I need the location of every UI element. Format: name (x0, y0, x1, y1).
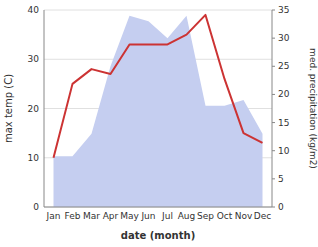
y-tick-label: 40 (28, 5, 40, 15)
x-tick-label: Sep (197, 211, 214, 221)
y-tick-label: 20 (28, 104, 40, 114)
y-tick-label: 0 (33, 202, 39, 212)
x-tick-label: Dec (254, 211, 271, 221)
y2-tick-label: 35 (278, 5, 289, 15)
y2-axis-line (272, 10, 273, 207)
precip-area (54, 16, 263, 207)
chart: 01020304005101520253035JanFebMarAprMayJu… (0, 0, 318, 247)
x-tick-label: Jun (140, 211, 155, 221)
y-axis-line (44, 10, 45, 207)
x-tick-label: Aug (178, 211, 196, 221)
x-tick-label: Jul (161, 211, 173, 221)
y2-tick-label: 25 (278, 61, 289, 71)
x-axis-title: date (month) (121, 230, 195, 241)
plot-area (54, 15, 263, 207)
y-axis-title: max temp (C) (3, 74, 14, 143)
grid-line (44, 10, 272, 11)
x-tick-label: Feb (65, 211, 81, 221)
x-tick-label: Mar (83, 211, 100, 221)
x-axis-line (44, 207, 272, 208)
x-tick-label: Apr (103, 211, 119, 221)
y2-tick-label: 15 (278, 118, 289, 128)
y-tick-label: 30 (28, 54, 40, 64)
y2-tick-label: 5 (278, 174, 284, 184)
x-tick-label: Jan (46, 211, 61, 221)
x-tick-label: May (120, 211, 139, 221)
y2-tick-label: 30 (278, 33, 290, 43)
x-tick-label: Oct (217, 211, 233, 221)
temp-line (54, 15, 263, 158)
y2-axis-title: med. precipitation (kg/m2) (308, 48, 318, 169)
y2-tick-label: 20 (278, 89, 290, 99)
y-tick-label: 10 (28, 153, 40, 163)
y2-tick-label: 0 (278, 202, 284, 212)
grid-line (44, 207, 272, 208)
x-tick-label: Nov (235, 211, 253, 221)
y2-tick-label: 10 (278, 146, 290, 156)
